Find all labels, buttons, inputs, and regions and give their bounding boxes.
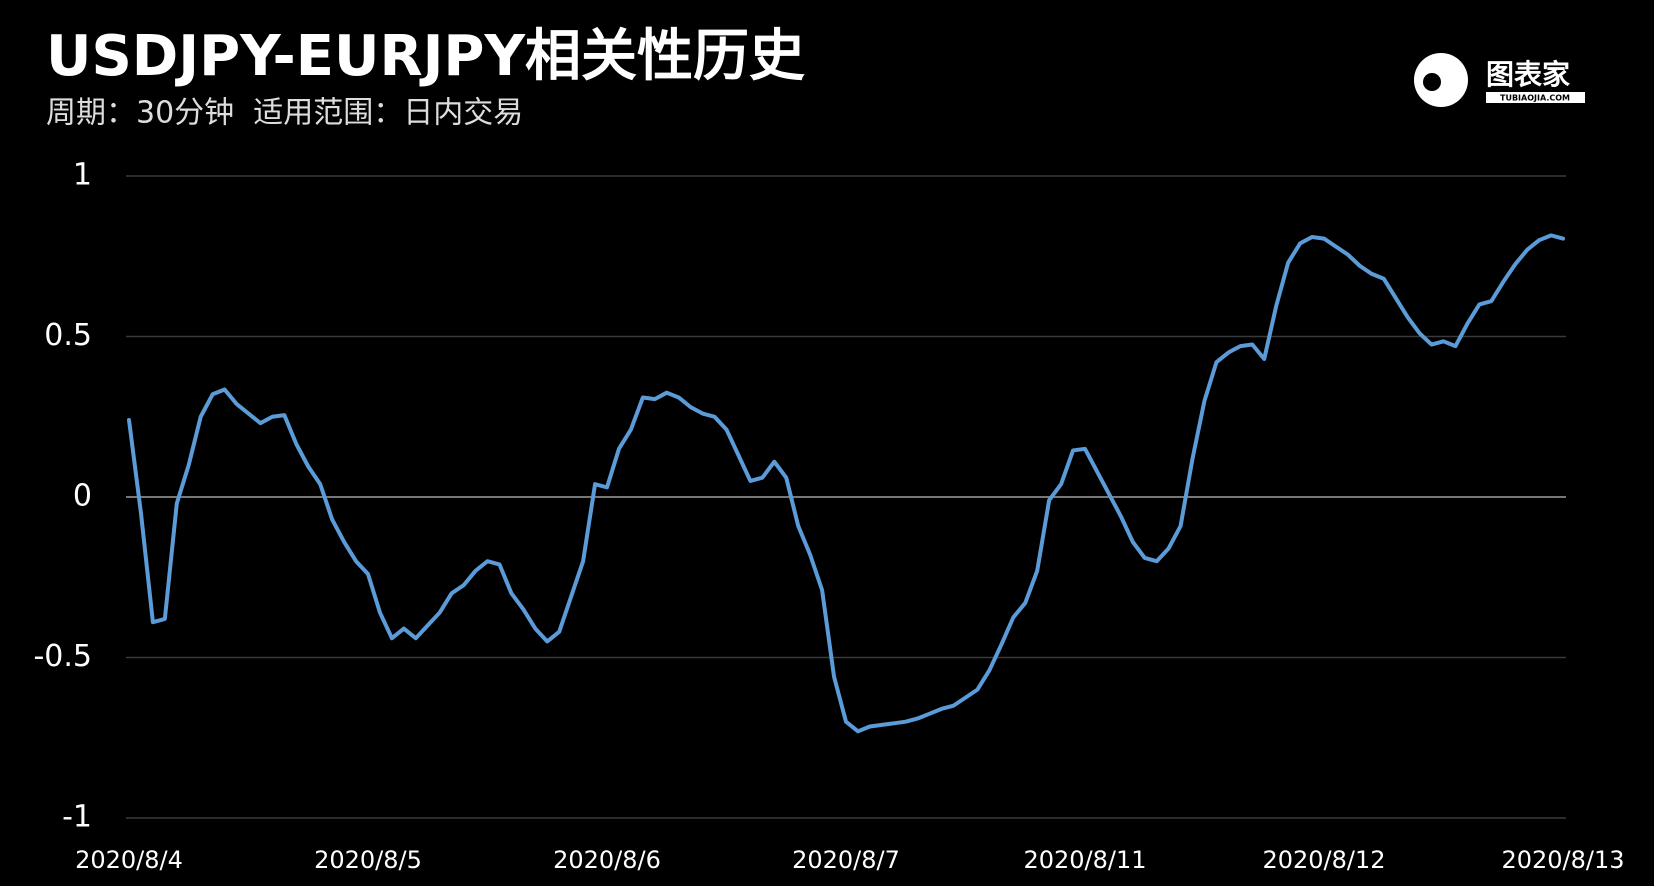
logo-bar — [1486, 92, 1585, 103]
x-tick-label: 2020/8/5 — [314, 846, 422, 874]
y-tick-label: 0 — [73, 479, 92, 514]
x-tick-label: 2020/8/13 — [1501, 846, 1624, 874]
y-tick-label: -0.5 — [33, 639, 92, 674]
x-tick-label: 2020/8/12 — [1262, 846, 1385, 874]
line — [127, 233, 1565, 734]
chart-title: USDJPY-EURJPY相关性历史 — [46, 24, 805, 89]
y-tick-label: 1 — [73, 158, 92, 193]
logo-name: 图表家 — [1486, 58, 1570, 91]
logo-icon — [1414, 53, 1468, 107]
y-tick-label: 0.5 — [44, 318, 92, 353]
x-tick-label: 2020/8/7 — [792, 846, 900, 874]
logo-site: TUBIAOJIA.COM — [1500, 94, 1570, 103]
chart-subtitle: 周期：30分钟 适用范围：日内交易 — [46, 96, 523, 131]
logo-icon-detail — [1423, 73, 1441, 91]
y-tick-label: -1 — [62, 800, 92, 835]
logo: 图表家 TUBIAOJIA.COM — [1414, 53, 1585, 107]
x-tick-label: 2020/8/6 — [553, 846, 661, 874]
x-tick-label: 2020/8/4 — [75, 846, 183, 874]
x-tick-label: 2020/8/11 — [1023, 846, 1146, 874]
